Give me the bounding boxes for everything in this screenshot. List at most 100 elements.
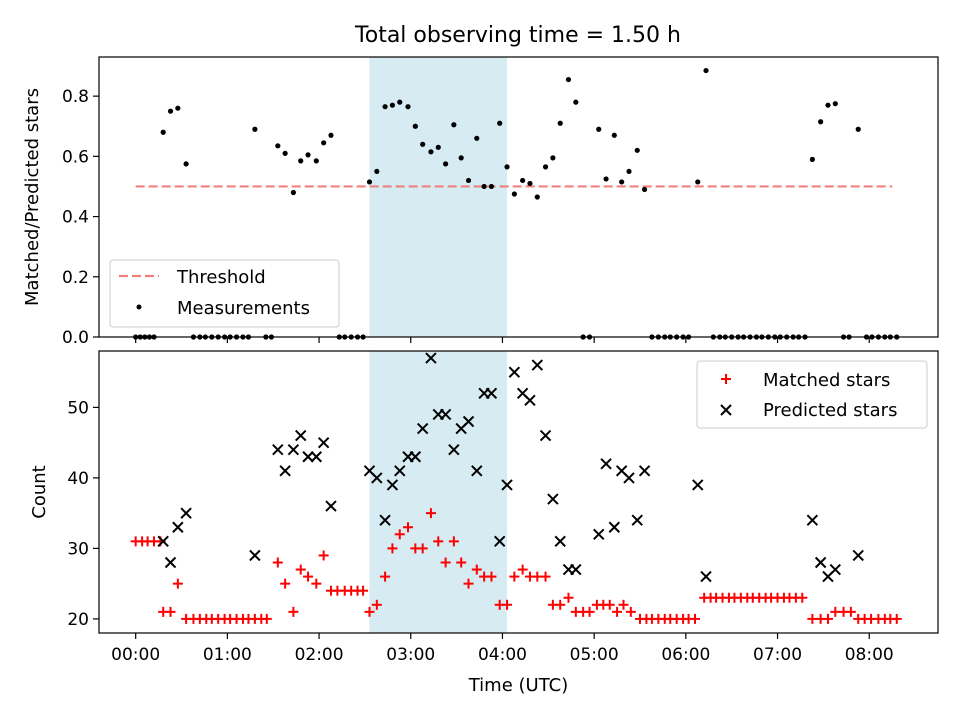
measurement-point — [520, 177, 526, 184]
predicted-point — [439, 408, 452, 421]
predicted-point — [638, 465, 651, 477]
matched-point — [584, 606, 595, 617]
matched-point — [797, 592, 808, 603]
predicted-point — [692, 479, 704, 491]
predicted-point — [409, 451, 422, 463]
matched-point — [471, 564, 482, 575]
measurement-point — [626, 168, 632, 175]
count-x-tick-label: 00:00 — [111, 645, 160, 665]
predicted-point — [493, 535, 506, 548]
predicted-point — [279, 465, 291, 477]
matched-point — [288, 606, 299, 617]
measurement-point — [428, 149, 434, 155]
measurement-point — [557, 120, 563, 126]
ratio-legend: Threshold Measurements — [109, 259, 340, 328]
predicted-point — [623, 472, 635, 484]
matched-point — [380, 571, 391, 582]
predicted-point — [539, 429, 552, 442]
predicted-point — [164, 556, 177, 569]
count-y-axis-label: Count — [29, 465, 50, 518]
predicted-point — [394, 465, 406, 477]
measurement-point — [275, 143, 281, 149]
count-frame — [98, 350, 939, 634]
matched-point — [604, 599, 615, 610]
legend-matched-label: Matched stars — [763, 370, 890, 391]
measurement-point — [550, 155, 556, 161]
measurement-point — [298, 158, 304, 164]
ratio-legend-box — [109, 259, 340, 328]
matched-point — [387, 543, 398, 554]
matched-point — [172, 578, 183, 589]
matched-point — [456, 557, 467, 568]
ratio-panel: 0.00.20.40.60.8 Matched/Predicted stars … — [22, 56, 939, 348]
measurement-point — [511, 191, 517, 197]
predicted-point — [371, 472, 383, 484]
matched-point — [425, 508, 436, 519]
matched-point — [417, 543, 428, 554]
measurement-point — [596, 126, 602, 132]
matched-point — [891, 613, 902, 624]
chart-title: Total observing time = 1.50 h — [354, 23, 681, 48]
measurement-point — [175, 105, 181, 111]
count-highlight-span — [369, 351, 508, 633]
measurement-point — [366, 179, 373, 185]
measurement-point — [167, 108, 174, 114]
predicted-point — [501, 479, 513, 491]
measurement-point — [451, 122, 457, 128]
measurement-point — [527, 180, 533, 187]
predicted-point — [471, 465, 483, 477]
measurement-point — [321, 140, 327, 146]
predicted-point — [524, 394, 536, 407]
predicted-point — [485, 387, 498, 400]
predicted-point — [448, 443, 460, 456]
count-axes: 20 30 40 50 00:00 01:00 02:00 03:00 04:00 05:00 06… — [67, 350, 939, 665]
ratio-y-tick-label: 0.6 — [62, 147, 89, 167]
matched-point — [165, 606, 176, 617]
count-x-tick-label: 02:00 — [295, 645, 344, 665]
count-x-tick-label: 04:00 — [478, 645, 527, 665]
matched-point — [295, 564, 306, 575]
measurement-point — [305, 152, 311, 158]
count-y-tick-label: 30 — [67, 539, 89, 559]
count-x-tick-label: 03:00 — [386, 645, 435, 665]
matched-point — [555, 599, 566, 610]
matched-point — [463, 578, 474, 589]
legend-predicted-swatch — [720, 404, 732, 416]
measurement-point — [420, 141, 426, 147]
matched-point — [690, 613, 701, 624]
predicted-point — [157, 535, 169, 548]
count-x-tick-label: 07:00 — [753, 645, 802, 665]
predicted-point — [302, 451, 314, 463]
count-x-tick-label: 06:00 — [661, 645, 710, 665]
predicted-point — [554, 535, 566, 548]
measurement-point — [183, 161, 189, 167]
predicted-point — [700, 570, 712, 583]
measurement-point — [534, 194, 540, 200]
measurement-point — [497, 120, 503, 126]
ratio-axes: 0.0 0.2 0.4 0.6 0.8 — [62, 56, 939, 348]
count-x-tick-label: 08:00 — [845, 645, 894, 665]
ratio-y-axis-label: Matched/Predicted stars — [22, 88, 43, 306]
ratio-y-tick-label: 0.2 — [62, 268, 89, 288]
matched-point — [394, 529, 405, 540]
matched-point — [486, 571, 497, 582]
legend-measurements-label: Measurements — [177, 298, 310, 319]
ratio-y-tick-label: 0.4 — [62, 208, 89, 228]
matched-point — [311, 578, 322, 589]
legend-measurements-swatch — [136, 304, 142, 310]
legend-predicted-marker — [720, 404, 732, 416]
measurement-point — [465, 177, 472, 184]
matched-point — [433, 536, 444, 547]
measurement-point — [282, 150, 288, 156]
predicted-point — [425, 352, 437, 364]
matched-point — [440, 557, 451, 568]
matched-point — [358, 585, 369, 596]
x-axis-label: Time (UTC) — [468, 675, 569, 696]
matched-point — [448, 536, 459, 547]
predicted-point — [287, 443, 300, 456]
predicted-point — [570, 563, 582, 576]
count-legend: Matched stars Predicted stars — [696, 360, 928, 429]
measurement-point — [504, 164, 510, 170]
measurement-point — [374, 168, 380, 175]
